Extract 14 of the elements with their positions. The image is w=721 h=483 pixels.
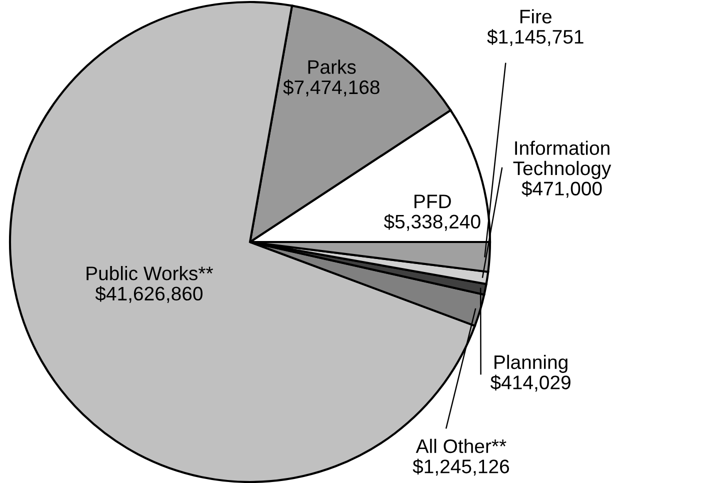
data-label: $471,000	[522, 180, 602, 198]
slice-label: Information Technology	[513, 140, 612, 180]
data-label: $5,338,240	[384, 214, 480, 231]
slice-label: Fire	[520, 9, 552, 24]
data-label: $414,029	[490, 374, 570, 392]
slice-label: Parks	[308, 60, 356, 74]
data-label: $1,145,751	[487, 29, 584, 46]
slice-label: Public Works**	[86, 266, 214, 280]
data-label: $41,626,860	[95, 286, 203, 303]
data-label: $1,245,126	[412, 458, 510, 476]
slice-label: All Other**	[416, 438, 506, 454]
slice-label: PFD	[414, 194, 451, 208]
data-label: $7,474,168	[283, 80, 380, 96]
slice-label: Planning	[494, 354, 568, 373]
